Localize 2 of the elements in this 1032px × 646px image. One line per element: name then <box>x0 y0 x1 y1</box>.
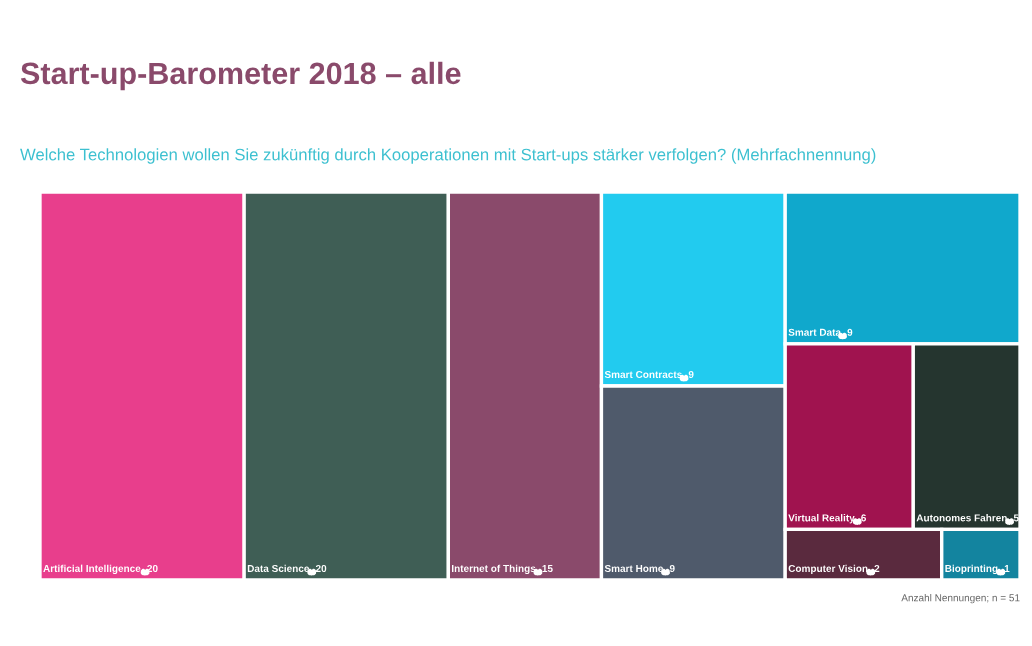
text: Start-up-Barometer 2018 – alle <box>20 61 461 91</box>
text: Welche Technologien wollen Sie zukünftig durch Kooperationen mit Start-ups stärker verfolgen? (Mehrfachnennung) <box>20 148 876 164</box>
